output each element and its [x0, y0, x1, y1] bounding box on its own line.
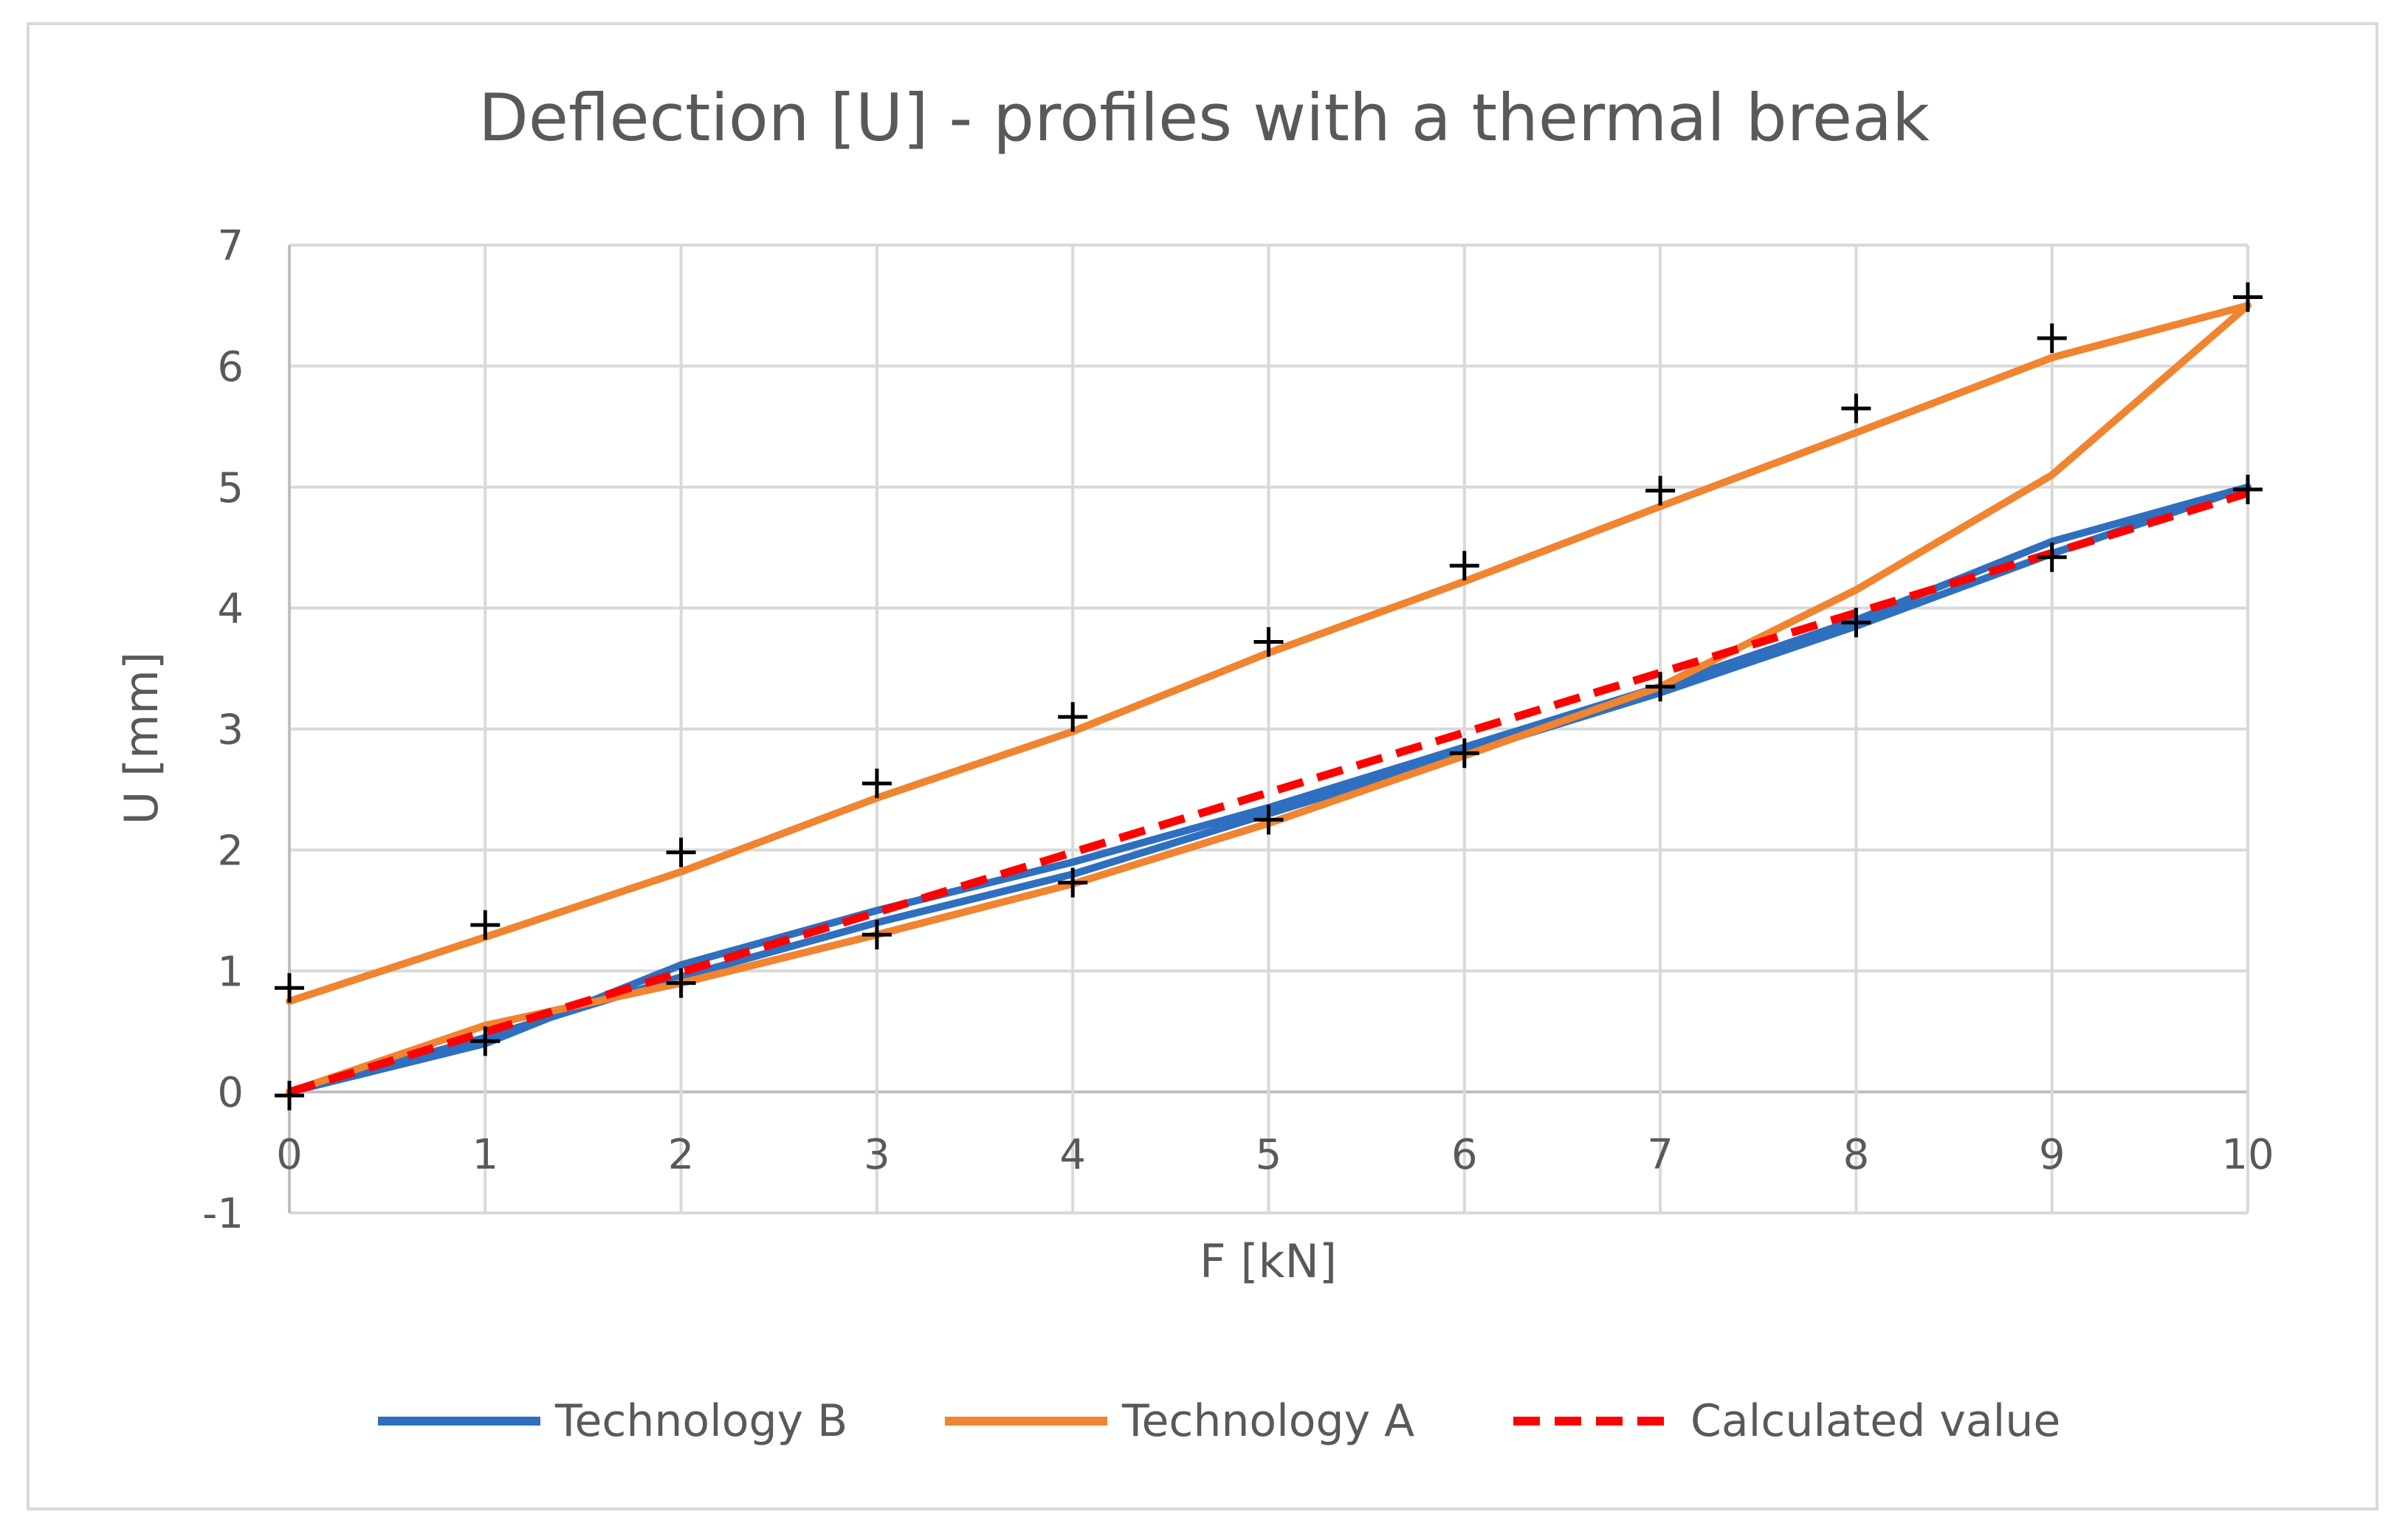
plus-marker — [861, 768, 892, 799]
y-tick-labels: -1 0 1 2 3 4 5 6 7 — [202, 222, 244, 1238]
x-tick-label: 6 — [1451, 1131, 1478, 1179]
legend-item-calculated-value: Calculated value — [1513, 1395, 2060, 1447]
plus-marker — [1058, 867, 1088, 898]
y-tick-label: -1 — [202, 1190, 244, 1238]
y-axis-title: U [mm] — [114, 652, 168, 825]
x-axis-title: F [kN] — [1200, 1234, 1337, 1288]
x-tick-label: 0 — [276, 1131, 303, 1179]
y-tick-label: 4 — [217, 585, 244, 633]
plus-marker — [2233, 282, 2263, 312]
y-tick-label: 0 — [217, 1069, 244, 1117]
plus-marker — [1449, 551, 1479, 581]
plus-marker — [1645, 672, 1676, 702]
plus-marker — [2037, 542, 2067, 572]
y-tick-label: 6 — [217, 343, 244, 391]
plus-marker — [1841, 393, 1871, 424]
legend-label: Technology B — [554, 1395, 847, 1447]
plus-marker — [1058, 702, 1088, 732]
plus-marker — [666, 968, 696, 998]
plus-marker — [1645, 475, 1676, 506]
legend-label: Technology A — [1121, 1395, 1414, 1447]
gridlines — [288, 244, 2249, 1214]
plus-marker — [470, 910, 500, 940]
x-tick-label: 7 — [1647, 1131, 1673, 1179]
plus-marker — [666, 837, 696, 867]
legend-label: Calculated value — [1690, 1395, 2060, 1447]
x-tick-label: 2 — [668, 1131, 695, 1179]
y-tick-label: 2 — [217, 827, 244, 875]
x-tick-labels: 0 1 2 3 4 5 6 7 8 9 10 — [276, 1131, 2274, 1179]
plus-marker — [1253, 805, 1284, 835]
x-tick-label: 1 — [472, 1131, 498, 1179]
plus-marker — [275, 973, 304, 1003]
x-tick-label: 4 — [1059, 1131, 1086, 1179]
chart-frame — [27, 22, 2378, 1510]
legend: Technology B Technology A Calculated value — [378, 1395, 2060, 1447]
x-tick-label: 3 — [864, 1131, 890, 1179]
plus-marker — [1253, 627, 1284, 657]
y-tick-label: 3 — [217, 706, 244, 754]
x-tick-label: 9 — [2039, 1131, 2065, 1179]
plus-marker — [275, 1081, 304, 1111]
data-markers — [275, 282, 2263, 1111]
legend-item-technology-a: Technology A — [945, 1395, 1414, 1447]
legend-item-technology-b: Technology B — [378, 1395, 847, 1447]
plus-marker — [2233, 475, 2263, 505]
plus-marker — [470, 1026, 500, 1056]
y-tick-label: 5 — [217, 464, 244, 512]
chart-title: Deflection [U] - profiles with a thermal… — [478, 80, 1930, 156]
plus-marker — [1449, 738, 1479, 768]
series-line-calculated-value — [288, 489, 2249, 1096]
plus-marker — [1841, 608, 1871, 638]
x-tick-label: 8 — [1843, 1131, 1870, 1179]
plus-marker — [2037, 323, 2067, 354]
y-tick-label: 7 — [217, 222, 244, 270]
plus-marker — [861, 920, 892, 950]
x-tick-label: 5 — [1256, 1131, 1282, 1179]
x-tick-label: 10 — [2221, 1131, 2274, 1179]
y-tick-label: 1 — [217, 948, 244, 996]
